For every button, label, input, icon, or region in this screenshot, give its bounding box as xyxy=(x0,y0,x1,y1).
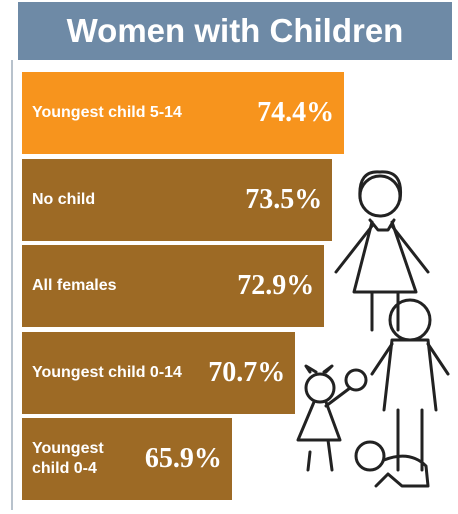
family-illustration xyxy=(296,170,450,488)
left-rule xyxy=(11,60,13,510)
value-label: 65.9% xyxy=(144,443,222,474)
category-label: Youngest child 0-14 xyxy=(32,364,182,381)
bar: Youngest child 0-14 70.7% xyxy=(22,332,296,414)
chart-title: Women with Children xyxy=(18,2,452,60)
category-label: Youngest child 0-4 xyxy=(32,440,104,477)
bar: No child 73.5% xyxy=(22,159,333,241)
category-label: Youngest child 5-14 xyxy=(32,104,182,121)
bar: All females 72.9% xyxy=(22,245,325,327)
value-label: 70.7% xyxy=(208,357,286,388)
category-label: No child xyxy=(32,191,96,208)
bar: Youngest child 0-4 65.9% xyxy=(22,418,232,500)
value-label: 74.4% xyxy=(257,97,335,128)
category-label: All females xyxy=(32,277,117,294)
value-label: 73.5% xyxy=(245,184,323,215)
value-label: 72.9% xyxy=(237,270,315,301)
bar: Youngest child 5-14 74.4% xyxy=(22,72,345,154)
